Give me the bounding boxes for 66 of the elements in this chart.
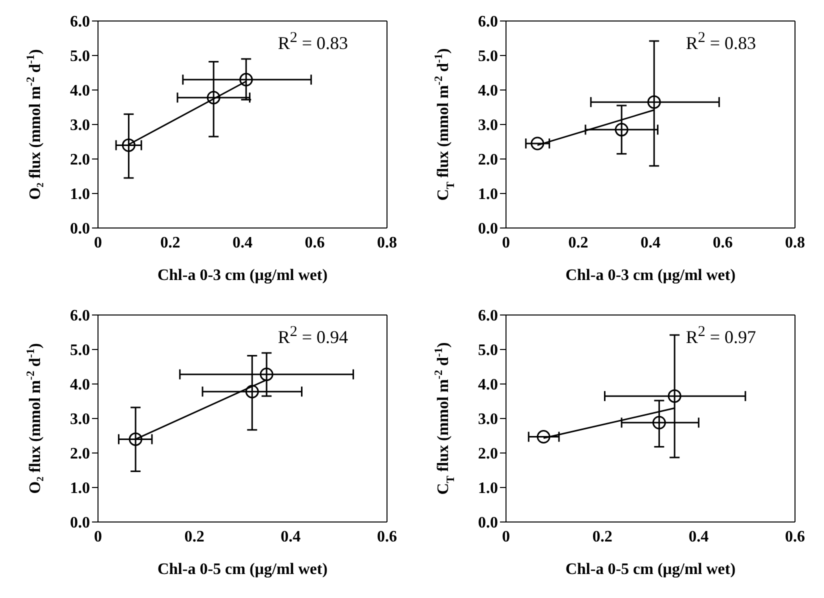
point — [122, 138, 136, 152]
y-tick-label: 1.0 — [478, 186, 498, 204]
x-tick-label: 0.2 — [184, 528, 204, 546]
x-tick-label: 0.6 — [304, 234, 325, 252]
x-tick-label: 0.4 — [688, 528, 709, 546]
y-tick-label: 0.0 — [478, 220, 498, 238]
x-axis-title: Chl-a 0-3 cm (µg/ml wet) — [565, 267, 736, 284]
point — [652, 416, 666, 430]
x-tick-label: 0.2 — [160, 234, 180, 252]
y-tick-label: 5.0 — [70, 342, 90, 360]
y-tick-label: 5.0 — [478, 48, 498, 66]
x-tick-label: 0 — [502, 234, 510, 252]
x-tick-label: 0.6 — [712, 234, 733, 252]
x-tick-label: 0.4 — [232, 234, 252, 252]
y-tick-label: 4.0 — [478, 376, 498, 394]
x-tick-label: 0.2 — [592, 528, 612, 546]
y-tick-label: 2.0 — [70, 152, 90, 169]
y-tick-label: 3.0 — [70, 117, 90, 134]
y-tick-label: 2.0 — [478, 152, 498, 169]
x-tick-label: 0.4 — [280, 528, 301, 546]
point — [239, 72, 253, 86]
point — [536, 430, 550, 444]
point — [245, 384, 259, 398]
y-tick-label: 4.0 — [478, 82, 498, 100]
y-tick-label: 3.0 — [70, 411, 90, 428]
y-tick-label: 5.0 — [478, 342, 498, 360]
annotation: R$^{2}$ = 0.83 — [686, 30, 756, 54]
x-axis-title: Chl-a 0-3 cm (µg/ml wet) — [157, 267, 328, 284]
y-tick-label: 2.0 — [70, 446, 90, 463]
x-tick-label: 0.8 — [785, 234, 805, 252]
x-tick-label: 0.8 — [377, 234, 397, 252]
y-tick-label: 6.0 — [478, 308, 498, 325]
x-axis-title: Chl-a 0-5 cm (µg/ml wet) — [565, 561, 736, 578]
y-tick-label: 1.0 — [70, 480, 90, 498]
y-tick-label: 0.0 — [478, 514, 498, 532]
point — [206, 90, 220, 104]
y-tick-label: 6.0 — [70, 308, 90, 325]
y-tick-label: 6.0 — [478, 14, 498, 31]
y-tick-label: 1.0 — [70, 186, 90, 204]
annotation: R$^{2}$ = 0.94 — [278, 324, 348, 348]
y-tick-label: 4.0 — [70, 82, 90, 100]
x-tick-label: 0.6 — [377, 528, 397, 546]
y-tick-label: 1.0 — [478, 480, 498, 498]
point — [530, 136, 544, 150]
x-tick-label: 0.2 — [568, 234, 588, 252]
y-tick-label: 6.0 — [70, 14, 90, 31]
y-tick-label: 3.0 — [478, 411, 498, 428]
y-tick-label: 2.0 — [478, 446, 498, 463]
x-axis-title: Chl-a 0-5 cm (µg/ml wet) — [157, 561, 328, 578]
point — [647, 95, 661, 109]
y-tick-label: 5.0 — [70, 48, 90, 66]
point — [260, 368, 274, 382]
annotation: R$^{2}$ = 0.97 — [686, 324, 756, 348]
annotation: R$^{2}$ = 0.83 — [278, 30, 348, 54]
x-tick-label: 0 — [94, 234, 102, 252]
x-tick-label: 0.4 — [640, 234, 660, 252]
y-tick-label: 4.0 — [70, 376, 90, 394]
point — [128, 432, 142, 446]
point — [668, 389, 682, 403]
x-tick-label: 0 — [94, 528, 102, 546]
point — [614, 122, 628, 136]
x-tick-label: 0.6 — [785, 528, 805, 546]
y-tick-label: 0.0 — [70, 514, 90, 532]
x-tick-label: 0 — [502, 528, 510, 546]
y-tick-label: 3.0 — [478, 117, 498, 134]
y-tick-label: 0.0 — [70, 220, 90, 238]
